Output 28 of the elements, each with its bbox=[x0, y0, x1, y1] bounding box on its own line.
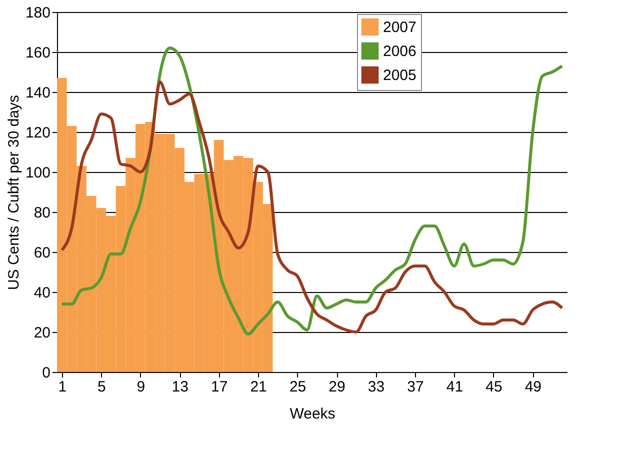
y-tick-label: 140 bbox=[25, 84, 50, 102]
x-tick-label: 49 bbox=[524, 378, 542, 396]
legend-label: 2006 bbox=[383, 43, 416, 60]
x-tick-label: 33 bbox=[368, 378, 385, 396]
y-tick-label: 160 bbox=[25, 44, 50, 62]
y-axis-title: US Cents / Cubft per 30 days bbox=[5, 94, 22, 290]
x-tick-label: 9 bbox=[136, 378, 146, 396]
y-tick-label: 40 bbox=[34, 284, 50, 302]
x-tick-label: 5 bbox=[97, 378, 106, 396]
x-tick-label: 25 bbox=[289, 378, 306, 396]
x-tick-label: 45 bbox=[486, 378, 502, 396]
y-tick-label: 0 bbox=[42, 364, 50, 382]
y-tick-label: 20 bbox=[34, 324, 50, 342]
x-tick-label: 13 bbox=[172, 378, 188, 396]
legend-label: 2007 bbox=[383, 19, 416, 36]
x-tick-label: 29 bbox=[328, 378, 346, 396]
y-tick-label: 120 bbox=[25, 124, 50, 142]
x-axis-title: Weeks bbox=[290, 406, 336, 422]
y-tick-label: 80 bbox=[34, 204, 50, 222]
x-tick-label: 37 bbox=[407, 378, 424, 396]
x-tick-label: 17 bbox=[210, 378, 228, 396]
x-tick-label: 41 bbox=[446, 378, 464, 396]
y-tick-label: 100 bbox=[25, 164, 50, 182]
y-tick-label: 180 bbox=[25, 4, 50, 22]
x-tick-label: 21 bbox=[250, 378, 267, 396]
y-tick-label: 60 bbox=[34, 244, 50, 262]
legend-label: 2005 bbox=[383, 67, 416, 84]
x-tick-label: 1 bbox=[58, 378, 67, 396]
